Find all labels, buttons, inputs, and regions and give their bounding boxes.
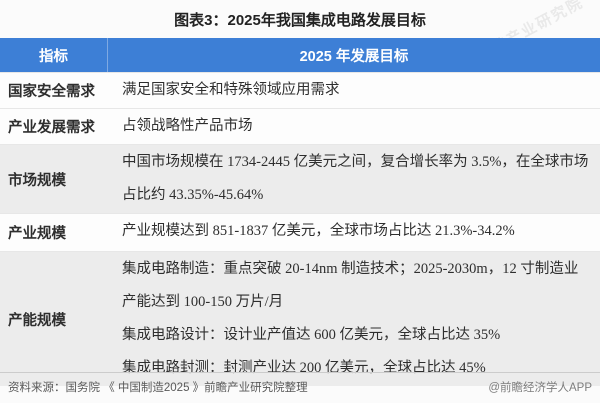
indicator-cell: 市场规模 — [8, 172, 66, 189]
table-row: 市场规模 中国市场规模在 1734-2445 亿美元之间，复合增长率为 3.5%… — [0, 144, 600, 213]
table-row: 产能规模 集成电路制造：重点突破 20-14nm 制造技术；2025-2030m… — [0, 251, 600, 386]
credit-badge: @前瞻经济学人APP — [488, 382, 592, 394]
indicator-cell: 国家安全需求 — [8, 84, 95, 100]
footer: 资料来源：国务院 《 中国制造2025 》前瞻产业研究院整理 @前瞻经济学人AP… — [0, 376, 600, 395]
goal-cell: 中国市场规模在 1734-2445 亿美元之间，复合增长率为 3.5%，在全球市… — [108, 145, 600, 213]
header-cell-goal: 2025 年发展目标 — [299, 48, 409, 65]
goal-cell: 占领战略性产品市场 — [108, 109, 600, 144]
goal-line: 满足国家安全和特殊领域应用需求 — [122, 82, 340, 98]
table-header-row: 指标 2025 年发展目标 — [0, 38, 600, 72]
table-row: 产业发展需求 占领战略性产品市场 — [0, 108, 600, 144]
indicator-cell: 产业发展需求 — [8, 120, 95, 136]
header-cell-indicator: 指标 — [0, 38, 108, 72]
goal-line: 产业规模达到 851-1837 亿美元，全球市场占比达 21.3%-34.2% — [122, 223, 515, 239]
page-title: 图表3：2025年我国集成电路发展目标 — [174, 12, 426, 29]
goal-cell: 集成电路制造：重点突破 20-14nm 制造技术；2025-2030m，12 寸… — [108, 252, 600, 386]
table-row: 国家安全需求 满足国家安全和特殊领域应用需求 — [0, 72, 600, 108]
goal-line: 集成电路制造：重点突破 20-14nm 制造技术；2025-2030m，12 寸… — [122, 261, 579, 310]
goals-table: 指标 2025 年发展目标 国家安全需求 满足国家安全和特殊领域应用需求 产业发… — [0, 38, 600, 386]
goal-line: 集成电路设计：设计业产值达 600 亿美元，全球占比达 35% — [122, 327, 501, 343]
indicator-cell: 产能规模 — [8, 312, 66, 329]
table-row: 产业规模 产业规模达到 851-1837 亿美元，全球市场占比达 21.3%-3… — [0, 213, 600, 251]
goal-line: 中国市场规模在 1734-2445 亿美元之间，复合增长率为 3.5%，在全球市… — [122, 154, 589, 203]
indicator-cell: 产业规模 — [8, 226, 66, 242]
goal-cell: 产业规模达到 851-1837 亿美元，全球市场占比达 21.3%-34.2% — [108, 214, 600, 251]
goal-cell: 满足国家安全和特殊领域应用需求 — [108, 73, 600, 108]
goal-line: 占领战略性产品市场 — [122, 118, 253, 134]
footer-divider — [0, 372, 600, 373]
source-note: 资料来源：国务院 《 中国制造2025 》前瞻产业研究院整理 — [8, 382, 308, 394]
